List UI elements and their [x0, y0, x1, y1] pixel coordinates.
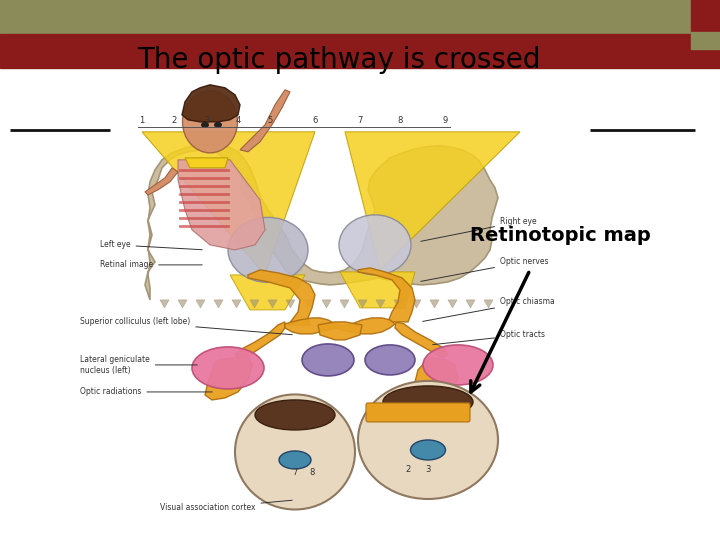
Text: 5: 5	[267, 116, 273, 125]
Polygon shape	[304, 300, 313, 308]
Polygon shape	[145, 144, 498, 300]
Ellipse shape	[365, 345, 415, 375]
Polygon shape	[235, 322, 285, 360]
Text: 9: 9	[442, 116, 448, 125]
Polygon shape	[358, 300, 367, 308]
Text: Lateral geniculate
nucleus (left): Lateral geniculate nucleus (left)	[80, 355, 197, 375]
Polygon shape	[196, 300, 205, 308]
Ellipse shape	[235, 394, 355, 509]
Polygon shape	[248, 270, 315, 325]
Ellipse shape	[410, 440, 446, 460]
Ellipse shape	[255, 400, 335, 430]
Text: 1: 1	[140, 116, 145, 125]
Polygon shape	[340, 300, 349, 308]
Ellipse shape	[302, 344, 354, 376]
Polygon shape	[240, 90, 290, 152]
FancyBboxPatch shape	[366, 403, 470, 422]
Polygon shape	[358, 268, 415, 322]
Text: Optic radiations: Optic radiations	[80, 387, 212, 396]
Polygon shape	[285, 318, 395, 334]
Ellipse shape	[214, 122, 222, 128]
Polygon shape	[182, 85, 240, 122]
Ellipse shape	[228, 218, 308, 282]
Text: Superior colliculus (left lobe): Superior colliculus (left lobe)	[80, 318, 292, 335]
Text: 3: 3	[426, 465, 431, 474]
Polygon shape	[484, 300, 493, 308]
Polygon shape	[322, 300, 331, 308]
Text: Visual association cortex: Visual association cortex	[160, 500, 292, 512]
Polygon shape	[395, 322, 448, 358]
Polygon shape	[394, 300, 403, 308]
Text: 4: 4	[235, 116, 240, 125]
Polygon shape	[160, 300, 169, 308]
Text: Optic nerves: Optic nerves	[420, 258, 549, 281]
Polygon shape	[178, 300, 187, 308]
Polygon shape	[318, 322, 362, 340]
Text: Retinotopic map: Retinotopic map	[469, 226, 650, 245]
Polygon shape	[466, 300, 475, 308]
Ellipse shape	[358, 381, 498, 499]
Text: 7: 7	[357, 116, 363, 125]
Polygon shape	[448, 300, 457, 308]
Text: 7: 7	[292, 468, 297, 477]
Polygon shape	[142, 132, 315, 275]
Text: Retinal image: Retinal image	[100, 260, 202, 269]
Polygon shape	[250, 300, 259, 308]
Polygon shape	[178, 160, 265, 250]
Text: Left eye: Left eye	[100, 240, 202, 249]
Polygon shape	[340, 272, 415, 308]
Text: 6: 6	[312, 116, 318, 125]
Polygon shape	[230, 275, 305, 310]
Polygon shape	[412, 300, 421, 308]
Polygon shape	[345, 132, 520, 270]
Polygon shape	[145, 168, 178, 195]
Text: 8: 8	[310, 468, 315, 477]
Ellipse shape	[339, 215, 411, 275]
Ellipse shape	[192, 347, 264, 389]
Text: Optic tracts: Optic tracts	[433, 330, 545, 345]
Polygon shape	[214, 300, 223, 308]
Polygon shape	[430, 300, 439, 308]
Polygon shape	[185, 158, 228, 168]
Polygon shape	[286, 300, 295, 308]
Polygon shape	[205, 355, 252, 400]
Ellipse shape	[423, 345, 493, 385]
Text: 8: 8	[397, 116, 402, 125]
Ellipse shape	[201, 122, 209, 128]
Polygon shape	[415, 357, 458, 400]
Ellipse shape	[182, 91, 238, 153]
Text: Optic chiasma: Optic chiasma	[423, 298, 554, 321]
Ellipse shape	[279, 451, 311, 469]
Polygon shape	[376, 300, 385, 308]
Text: Right eye: Right eye	[420, 218, 536, 241]
Polygon shape	[232, 300, 241, 308]
Text: 2: 2	[405, 465, 410, 474]
Text: The optic pathway is crossed: The optic pathway is crossed	[137, 46, 540, 74]
Ellipse shape	[383, 386, 473, 418]
Polygon shape	[268, 300, 277, 308]
Text: 3: 3	[204, 116, 210, 125]
Text: 2: 2	[171, 116, 176, 125]
